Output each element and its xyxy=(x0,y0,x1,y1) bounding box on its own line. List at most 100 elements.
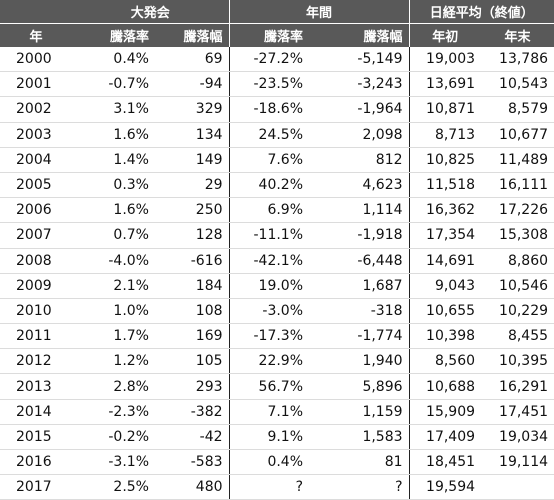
table-row: 2008 -4.0% -616 -42.1% -6,448 14,691 8,860 xyxy=(0,248,554,274)
table-row: 2012 1.2% 105 22.9% 1,940 8,560 10,395 xyxy=(0,348,554,375)
cell-annual-rate: 19.0% xyxy=(229,273,310,299)
table-row: 2005 0.3% 29 40.2% 4,623 11,518 16,111 xyxy=(0,172,554,199)
table-row: 2004 1.4% 149 7.6% 812 10,825 11,489 xyxy=(0,147,554,173)
cell-year-start: 15,909 xyxy=(409,399,482,425)
cell-daihakkai-rate: 3.1% xyxy=(72,96,155,123)
header-year: 年 xyxy=(0,23,72,47)
cell-daihakkai-change: -583 xyxy=(155,449,230,476)
cell-year-end xyxy=(481,474,554,500)
table-header: 大発会 年間 日経平均（終値） 年 騰落率 騰落幅 騰落率 騰落幅 年初 年末 xyxy=(0,0,554,47)
header-year-end: 年末 xyxy=(481,23,554,47)
cell-year: 2017 xyxy=(0,474,72,500)
cell-daihakkai-rate: 2.5% xyxy=(72,474,155,500)
cell-year-end: 11,489 xyxy=(481,147,554,173)
table-row: 2016 -3.1% -583 0.4% 81 18,451 19,114 xyxy=(0,449,554,476)
cell-year-start: 11,518 xyxy=(409,172,482,199)
header-group-year-blank xyxy=(0,0,72,24)
cell-year-start: 10,688 xyxy=(409,373,482,400)
cell-annual-change: 1,159 xyxy=(309,399,410,425)
cell-annual-change: 1,114 xyxy=(309,197,410,224)
cell-year-start: 18,451 xyxy=(409,449,482,476)
cell-annual-change: -1,964 xyxy=(309,96,410,123)
cell-year-end: 10,677 xyxy=(481,122,554,148)
cell-daihakkai-rate: -0.7% xyxy=(72,71,155,98)
cell-annual-rate: 22.9% xyxy=(229,348,310,375)
cell-year: 2016 xyxy=(0,449,72,476)
cell-daihakkai-change: 250 xyxy=(155,197,230,224)
cell-annual-change: 1,940 xyxy=(309,348,410,375)
header-daihakkai-change: 騰落幅 xyxy=(155,23,230,47)
header-group-nikkei-close: 日経平均（終値） xyxy=(409,0,554,24)
cell-year-end: 19,114 xyxy=(481,449,554,476)
cell-year-end: 16,291 xyxy=(481,373,554,400)
cell-year-end: 8,860 xyxy=(481,248,554,274)
table-row: 2001 -0.7% -94 -23.5% -3,243 13,691 10,543 xyxy=(0,71,554,98)
cell-year: 2004 xyxy=(0,147,72,173)
cell-year: 2006 xyxy=(0,197,72,224)
cell-year-end: 10,395 xyxy=(481,348,554,375)
cell-year: 2011 xyxy=(0,323,72,350)
cell-year: 2003 xyxy=(0,122,72,148)
table-row: 2017 2.5% 480?? 19,594 xyxy=(0,474,554,500)
cell-annual-rate: 7.6% xyxy=(229,147,310,173)
cell-annual-rate: 40.2% xyxy=(229,172,310,199)
cell-year-end: 8,455 xyxy=(481,323,554,350)
cell-year: 2013 xyxy=(0,373,72,400)
cell-annual-rate: -17.3% xyxy=(229,323,310,350)
table-row: 2015 -0.2% -42 9.1% 1,583 17,409 19,034 xyxy=(0,424,554,451)
cell-year-start: 16,362 xyxy=(409,197,482,224)
table-body: 2000 0.4% 69 -27.2% -5,149 19,003 13,786 2001 -0… xyxy=(0,47,554,500)
table-row: 2013 2.8% 293 56.7% 5,896 10,688 16,291 xyxy=(0,373,554,400)
header-group-row: 大発会 年間 日経平均（終値） xyxy=(0,0,554,24)
cell-year: 2010 xyxy=(0,298,72,325)
cell-year-end: 10,229 xyxy=(481,298,554,325)
header-daihakkai-rate: 騰落率 xyxy=(72,23,155,47)
cell-daihakkai-rate: 0.4% xyxy=(72,47,155,73)
cell-daihakkai-change: 134 xyxy=(155,122,230,148)
cell-year: 2005 xyxy=(0,172,72,199)
cell-year-start: 8,713 xyxy=(409,122,482,148)
cell-year-end: 10,543 xyxy=(481,71,554,98)
cell-year-start: 19,594 xyxy=(409,474,482,500)
cell-year-end: 19,034 xyxy=(481,424,554,451)
cell-year-end: 15,308 xyxy=(481,222,554,249)
cell-daihakkai-change: 69 xyxy=(155,47,230,73)
cell-daihakkai-rate: 0.3% xyxy=(72,172,155,199)
table-row: 2006 1.6% 250 6.9% 1,114 16,362 17,226 xyxy=(0,197,554,224)
cell-daihakkai-rate: 1.4% xyxy=(72,147,155,173)
cell-year-end: 17,226 xyxy=(481,197,554,224)
cell-daihakkai-change: 128 xyxy=(155,222,230,249)
cell-year-end: 16,111 xyxy=(481,172,554,199)
header-annual-change: 騰落幅 xyxy=(309,23,410,47)
cell-daihakkai-rate: 1.6% xyxy=(72,122,155,148)
cell-daihakkai-rate: 1.6% xyxy=(72,197,155,224)
cell-annual-rate: 6.9% xyxy=(229,197,310,224)
cell-year-end: 10,546 xyxy=(481,273,554,299)
cell-daihakkai-change: 169 xyxy=(155,323,230,350)
cell-annual-rate: 56.7% xyxy=(229,373,310,400)
cell-daihakkai-change: -94 xyxy=(155,71,230,98)
cell-daihakkai-rate: 1.2% xyxy=(72,348,155,375)
cell-daihakkai-change: 108 xyxy=(155,298,230,325)
header-annual-rate: 騰落率 xyxy=(229,23,310,47)
table-row: 2007 0.7% 128 -11.1% -1,918 17,354 15,308 xyxy=(0,222,554,249)
cell-annual-rate: 7.1% xyxy=(229,399,310,425)
cell-year: 2014 xyxy=(0,399,72,425)
cell-annual-change: -3,243 xyxy=(309,71,410,98)
cell-daihakkai-change: -42 xyxy=(155,424,230,451)
cell-annual-rate: -42.1% xyxy=(229,248,310,274)
cell-annual-rate: 24.5% xyxy=(229,122,310,148)
cell-year: 2007 xyxy=(0,222,72,249)
cell-annual-change: -1,774 xyxy=(309,323,410,350)
cell-year-end: 8,579 xyxy=(481,96,554,123)
cell-year-start: 19,003 xyxy=(409,47,482,73)
cell-year: 2012 xyxy=(0,348,72,375)
cell-year-start: 10,655 xyxy=(409,298,482,325)
cell-daihakkai-rate: 1.0% xyxy=(72,298,155,325)
cell-annual-change: 1,687 xyxy=(309,273,410,299)
cell-year: 2001 xyxy=(0,71,72,98)
header-group-annual: 年間 xyxy=(229,0,410,24)
cell-daihakkai-change: 329 xyxy=(155,96,230,123)
table-row: 2014 -2.3% -382 7.1% 1,159 15,909 17,451 xyxy=(0,399,554,425)
